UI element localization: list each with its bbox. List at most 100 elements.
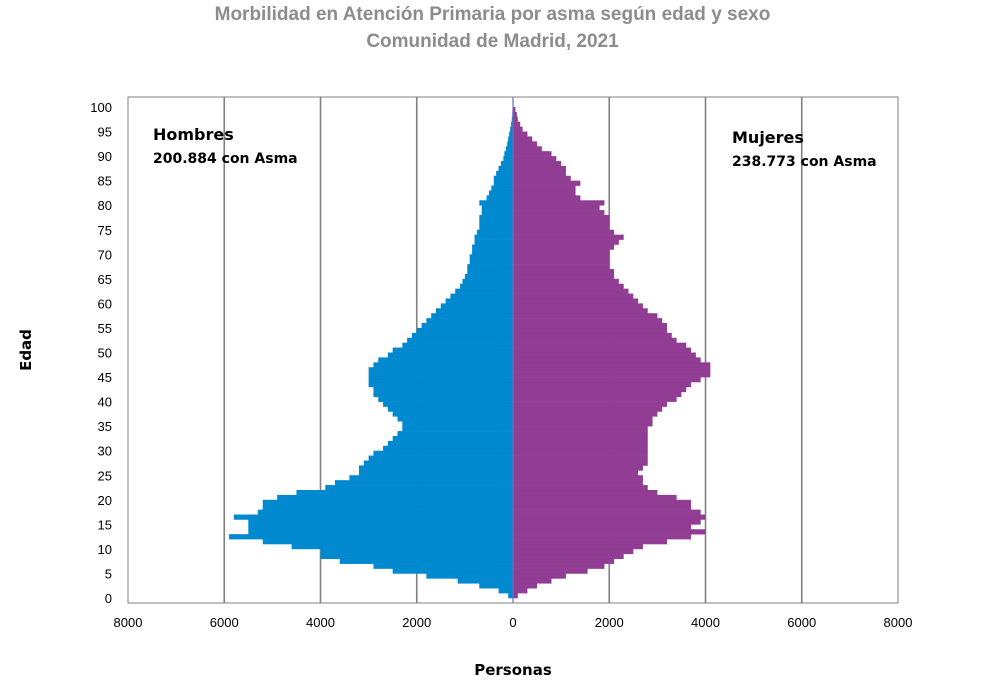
bar-hombres xyxy=(368,377,513,383)
bar-mujeres xyxy=(513,293,634,299)
bar-hombres xyxy=(387,406,513,412)
x-tick-label: 4000 xyxy=(306,615,335,630)
bar-mujeres xyxy=(513,249,610,255)
bar-mujeres xyxy=(513,440,648,447)
bar-mujeres xyxy=(513,273,615,280)
bar-hombres xyxy=(402,426,513,432)
bar-hombres xyxy=(508,136,513,142)
bar-mujeres xyxy=(513,367,711,373)
bar-mujeres xyxy=(513,504,692,510)
bar-hombres xyxy=(500,161,513,167)
bar-hombres xyxy=(373,391,513,397)
bar-hombres xyxy=(440,303,513,309)
bar-hombres xyxy=(504,151,513,157)
bar-mujeres xyxy=(513,229,615,235)
bar-hombres xyxy=(334,480,513,486)
x-tick-label: 8000 xyxy=(884,615,913,630)
bar-hombres xyxy=(436,308,513,314)
y-tick-label: 10 xyxy=(98,542,112,557)
bar-mujeres xyxy=(513,357,701,363)
bar-mujeres xyxy=(513,435,648,442)
bar-mujeres xyxy=(513,450,648,456)
bar-mujeres xyxy=(513,460,648,466)
bar-hombres xyxy=(511,116,513,123)
y-tick-label: 100 xyxy=(90,100,112,115)
bar-mujeres xyxy=(513,539,667,545)
bar-hombres xyxy=(503,156,513,162)
y-tick-label: 20 xyxy=(98,493,112,508)
bar-hombres xyxy=(416,327,513,334)
bar-mujeres xyxy=(513,386,687,393)
bar-hombres xyxy=(248,519,513,525)
bar-hombres xyxy=(445,298,513,304)
bar-mujeres xyxy=(513,548,634,555)
y-tick-label: 40 xyxy=(98,395,112,410)
y-tick-label: 5 xyxy=(105,566,112,581)
bar-hombres xyxy=(402,342,513,348)
y-tick-label: 45 xyxy=(98,370,112,385)
bar-mujeres xyxy=(513,131,528,137)
bar-hombres xyxy=(508,593,513,599)
bar-hombres xyxy=(262,504,513,510)
x-tick-label: 2000 xyxy=(402,615,431,630)
bar-hombres xyxy=(469,259,513,265)
bar-mujeres xyxy=(513,269,615,275)
bar-mujeres xyxy=(513,416,653,422)
bar-hombres xyxy=(472,244,513,250)
bar-hombres xyxy=(479,200,513,206)
y-tick-label: 95 xyxy=(98,125,112,140)
y-tick-label: 65 xyxy=(98,272,112,287)
bar-mujeres xyxy=(513,180,581,186)
bar-mujeres xyxy=(513,573,566,579)
bar-mujeres xyxy=(513,431,648,437)
bar-hombres xyxy=(460,283,513,289)
bar-mujeres xyxy=(513,381,692,388)
y-tick-label: 80 xyxy=(98,198,112,213)
bar-mujeres xyxy=(513,509,701,515)
y-tick-label: 15 xyxy=(98,517,112,532)
bar-mujeres xyxy=(513,578,552,584)
bar-mujeres xyxy=(513,347,692,353)
bar-hombres xyxy=(464,273,513,280)
y-tick-label: 30 xyxy=(98,444,112,459)
y-tick-label: 70 xyxy=(98,247,112,262)
chart-subtitle: Comunidad de Madrid, 2021 xyxy=(366,31,619,52)
bar-mujeres xyxy=(513,352,696,358)
bar-hombres xyxy=(469,254,513,260)
bar-mujeres xyxy=(513,210,605,216)
bar-mujeres xyxy=(513,190,576,196)
bar-hombres xyxy=(411,332,513,339)
bar-hombres xyxy=(491,185,513,191)
bar-hombres xyxy=(392,435,513,442)
bar-mujeres xyxy=(513,421,653,427)
bar-mujeres xyxy=(513,426,648,432)
bar-hombres xyxy=(421,323,513,329)
bar-mujeres xyxy=(513,588,528,594)
bar-hombres xyxy=(262,499,513,506)
bar-mujeres xyxy=(513,372,711,378)
bar-hombres xyxy=(510,126,513,132)
bar-hombres xyxy=(368,367,513,373)
bar-hombres xyxy=(507,141,513,147)
bar-hombres xyxy=(359,465,513,471)
bar-hombres xyxy=(373,362,513,368)
bar-hombres xyxy=(368,381,513,388)
x-tick-label: 6000 xyxy=(210,615,239,630)
y-tick-label: 85 xyxy=(98,174,112,189)
bar-mujeres xyxy=(513,185,576,191)
bar-mujeres xyxy=(513,514,706,520)
bar-mujeres xyxy=(513,318,663,324)
bar-mujeres xyxy=(513,524,692,530)
bar-mujeres xyxy=(513,470,639,476)
bar-mujeres xyxy=(513,465,643,471)
bar-hombres xyxy=(462,278,513,285)
bar-hombres xyxy=(368,372,513,378)
bar-mujeres xyxy=(513,362,711,368)
bar-hombres xyxy=(320,553,513,560)
bar-mujeres xyxy=(513,455,648,461)
bar-mujeres xyxy=(513,485,648,491)
bar-mujeres xyxy=(513,141,538,147)
bar-hombres xyxy=(368,455,513,461)
y-tick-label: 90 xyxy=(98,149,112,164)
bar-hombres xyxy=(262,539,513,545)
